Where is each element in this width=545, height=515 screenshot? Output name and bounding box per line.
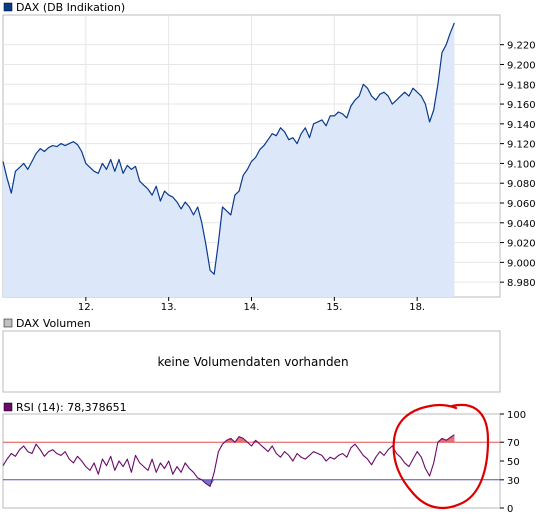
volume-empty-message: keine Volumendaten vorhanden bbox=[157, 355, 348, 369]
price-y-tick-label: 9.080 bbox=[507, 179, 536, 190]
price-x-tick-label: 18. bbox=[409, 302, 425, 313]
price-y-tick-label: 9.220 bbox=[507, 41, 536, 52]
price-y-tick-label: 9.120 bbox=[507, 140, 536, 151]
price-x-axis: 12. 13. 14. 15. 18. bbox=[78, 297, 425, 313]
price-y-axis: 8.980 9.000 9.020 9.040 9.060 9.080 9.100 9.120… bbox=[500, 41, 536, 289]
rsi-title: RSI (14): 78,378651 bbox=[16, 401, 127, 414]
rsi-line bbox=[2, 434, 455, 487]
price-x-tick-label: 15. bbox=[326, 302, 342, 313]
volume-legend-swatch bbox=[3, 318, 13, 328]
rsi-legend-swatch bbox=[3, 402, 13, 412]
price-y-tick-label: 9.040 bbox=[507, 219, 536, 230]
volume-title: DAX Volumen bbox=[16, 317, 91, 330]
price-area bbox=[3, 22, 455, 298]
price-panel: DAX (DB Indikation) 8.980 9.000 9.020 9.040… bbox=[2, 1, 536, 313]
rsi-oversold-fill bbox=[205, 479, 211, 487]
price-y-tick-label: 9.180 bbox=[507, 80, 536, 91]
volume-plot-frame bbox=[2, 330, 501, 393]
price-line bbox=[2, 22, 455, 275]
rsi-y-tick-label: 0 bbox=[507, 504, 513, 515]
rsi-y-tick-label: 70 bbox=[507, 438, 520, 449]
rsi-y-axis: 100 70 50 30 0 bbox=[500, 410, 526, 515]
price-y-tick-label: 9.020 bbox=[507, 239, 536, 250]
price-x-tick-label: 12. bbox=[78, 302, 94, 313]
rsi-y-tick-label: 30 bbox=[507, 476, 520, 487]
price-x-tick-label: 13. bbox=[161, 302, 177, 313]
rsi-y-tick-label: 100 bbox=[507, 410, 526, 421]
price-y-tick-label: 9.140 bbox=[507, 120, 536, 131]
price-y-tick-label: 9.100 bbox=[507, 159, 536, 170]
volume-panel: DAX Volumen keine Volumendaten vorhanden bbox=[2, 317, 501, 393]
price-title: DAX (DB Indikation) bbox=[16, 1, 125, 14]
rsi-panel: RSI (14): 78,378651 100 70 50 30 0 bbox=[2, 401, 526, 515]
rsi-y-tick-label: 50 bbox=[507, 457, 520, 468]
rsi-plot-frame bbox=[2, 413, 501, 509]
price-y-tick-label: 9.200 bbox=[507, 60, 536, 71]
annotation-circle bbox=[392, 403, 490, 510]
price-y-tick-label: 9.160 bbox=[507, 100, 536, 111]
price-x-tick-label: 14. bbox=[244, 302, 260, 313]
price-legend-swatch bbox=[3, 2, 13, 12]
price-y-tick-label: 9.000 bbox=[507, 258, 536, 269]
price-y-tick-label: 8.980 bbox=[507, 278, 536, 289]
rsi-overbought-fill bbox=[450, 434, 455, 443]
price-y-tick-label: 9.060 bbox=[507, 199, 536, 210]
